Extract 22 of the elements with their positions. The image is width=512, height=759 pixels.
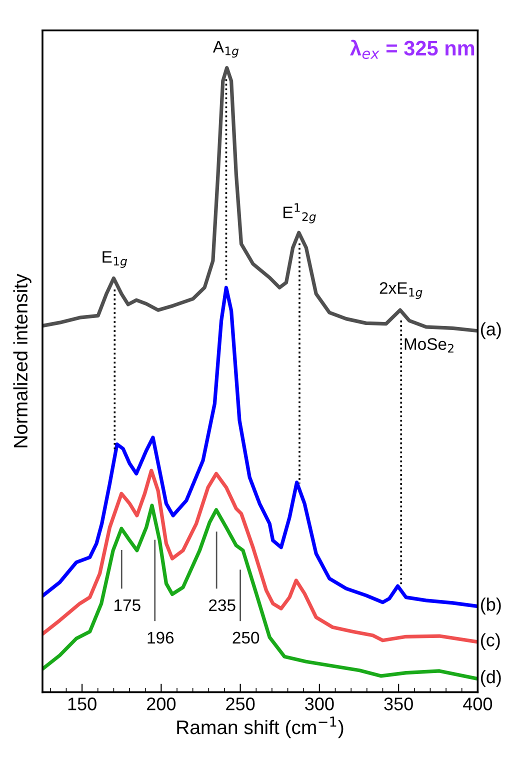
ref-line-label: E$^{1}$$_{2g}$ — [284, 203, 316, 224]
annotation: MoSe$_{2}$ — [404, 338, 454, 353]
x-axis-title: Raman shift (cm$^{−1}$) — [177, 716, 344, 738]
x-tick-label: 200 — [147, 698, 176, 710]
series-label: (b) — [480, 598, 501, 614]
x-tick-label: 300 — [305, 698, 334, 710]
chart-title: λ$_{ex}$ = 325 nm — [350, 40, 474, 59]
ref-line-label: E$_{1g}$ — [102, 251, 127, 268]
ref-line-label: 2xE$_{1g}$ — [380, 282, 422, 299]
x-tick-label: 250 — [226, 698, 255, 710]
ref-line-label: 196 — [148, 632, 174, 644]
y-axis-title: Normalized intensity — [13, 274, 32, 448]
ref-line-label: 250 — [232, 632, 260, 644]
x-tick-label: 400 — [463, 698, 492, 710]
series-label: (a) — [480, 322, 501, 340]
series-label: (d) — [480, 670, 501, 687]
x-tick-label: 350 — [384, 698, 413, 710]
ref-line-label: 235 — [209, 599, 236, 612]
ref-line-label: 175 — [114, 600, 140, 612]
ref-line-label: A$_{1g}$ — [212, 40, 239, 58]
x-tick-label: 150 — [68, 698, 96, 710]
series-label: (c) — [480, 633, 500, 650]
